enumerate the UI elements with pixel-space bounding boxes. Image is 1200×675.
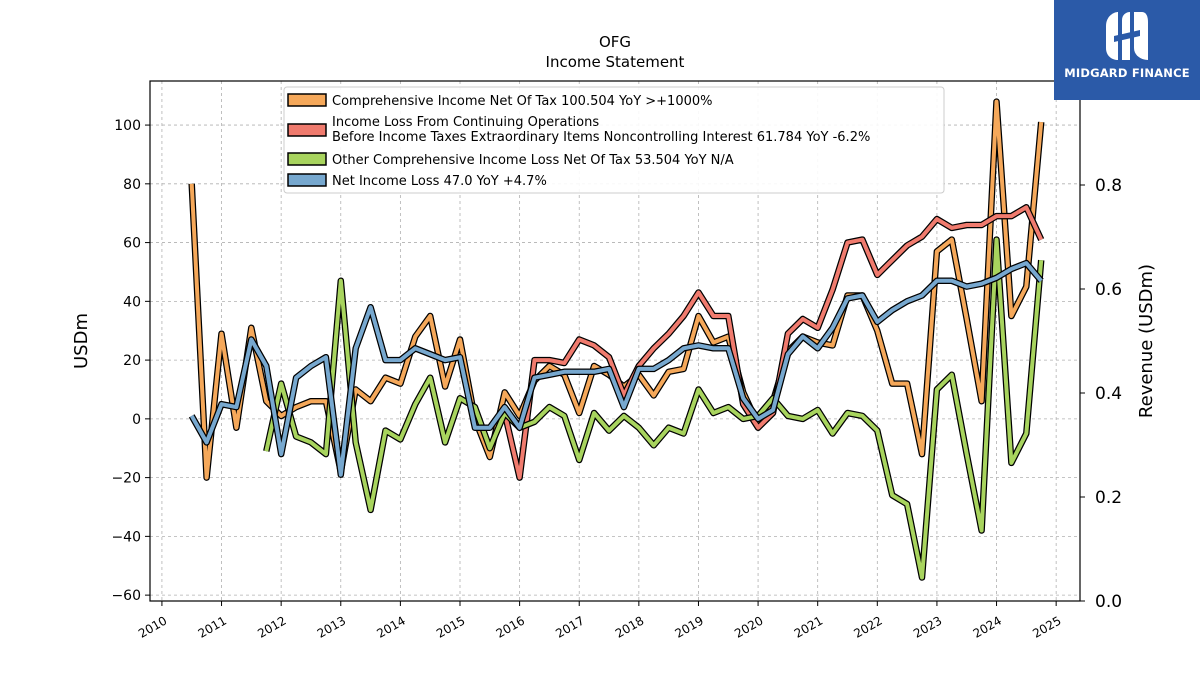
series-layer — [188, 98, 1045, 581]
series-line — [189, 261, 1043, 477]
right-y-tick-label: 0.0 — [1095, 592, 1122, 612]
x-tick-label: 2018 — [613, 613, 646, 640]
legend-swatch — [287, 152, 327, 166]
x-tick-label: 2013 — [315, 613, 348, 640]
x-tick-label: 2021 — [792, 613, 825, 640]
legend-label: Before Income Taxes Extraordinary Items … — [332, 130, 870, 145]
x-axis: 2010 2011 2012 2013 2014 2015 2016 2017 2018 2019… — [136, 601, 1064, 641]
y-tick-label: 100 — [114, 118, 141, 134]
legend-label: Comprehensive Income Net Of Tax 100.504 … — [332, 94, 713, 109]
x-tick-label: 2016 — [494, 613, 527, 640]
x-tick-label: 2023 — [911, 613, 944, 640]
legend: Comprehensive Income Net Of Tax 100.504 … — [283, 86, 945, 194]
right-y-axis: 0.0 0.2 0.4 0.6 0.8 — [1080, 176, 1122, 612]
legend-label: Other Comprehensive Income Loss Net Of T… — [332, 153, 734, 168]
y-tick-label: 80 — [123, 177, 141, 193]
y-tick-label: 0 — [132, 412, 141, 428]
y-tick-label: −40 — [111, 529, 141, 545]
x-tick-label: 2012 — [255, 613, 288, 640]
x-tick-label: 2025 — [1030, 613, 1063, 640]
chart-subtitle: Income Statement — [546, 53, 685, 71]
brand-name: MIDGARD FINANCE — [1064, 66, 1190, 80]
y-axis-label: USDm — [71, 313, 92, 369]
legend-label: Income Loss From Continuing Operations — [332, 115, 599, 130]
y-tick-label: 60 — [123, 236, 141, 252]
x-tick-label: 2010 — [136, 613, 169, 640]
right-y-tick-label: 0.8 — [1095, 176, 1122, 196]
series-line — [264, 237, 1044, 580]
legend-box — [283, 86, 945, 194]
x-tick-label: 2020 — [732, 613, 765, 640]
legend-swatch — [287, 93, 327, 107]
midgard-logo-icon — [1106, 12, 1148, 60]
x-tick-label: 2017 — [553, 613, 586, 640]
legend-swatch — [287, 123, 327, 137]
brand-logo: MIDGARD FINANCE — [1054, 0, 1200, 100]
right-y-axis-label: Revenue (USDm) — [1136, 264, 1157, 418]
plot-frame — [149, 80, 1081, 602]
x-tick-label: 2014 — [374, 613, 407, 640]
x-tick-label: 2015 — [434, 613, 467, 640]
x-tick-label: 2024 — [971, 613, 1004, 640]
right-y-tick-label: 0.4 — [1095, 384, 1122, 404]
y-tick-label: 20 — [123, 353, 141, 369]
y-tick-label: −60 — [111, 588, 141, 604]
y-tick-label: 40 — [123, 294, 141, 310]
right-y-tick-label: 0.2 — [1095, 488, 1122, 508]
y-tick-label: −20 — [111, 471, 141, 487]
left-y-axis: −60 −40 −20 0 20 40 60 80 100 — [111, 118, 150, 604]
legend-label: Net Income Loss 47.0 YoY +4.7% — [332, 174, 547, 189]
x-tick-label: 2011 — [196, 613, 229, 640]
chart-title: OFG — [599, 33, 631, 51]
right-y-tick-label: 0.6 — [1095, 280, 1122, 300]
legend-swatch — [287, 173, 327, 187]
x-tick-label: 2022 — [851, 613, 884, 640]
x-tick-label: 2019 — [673, 613, 706, 640]
